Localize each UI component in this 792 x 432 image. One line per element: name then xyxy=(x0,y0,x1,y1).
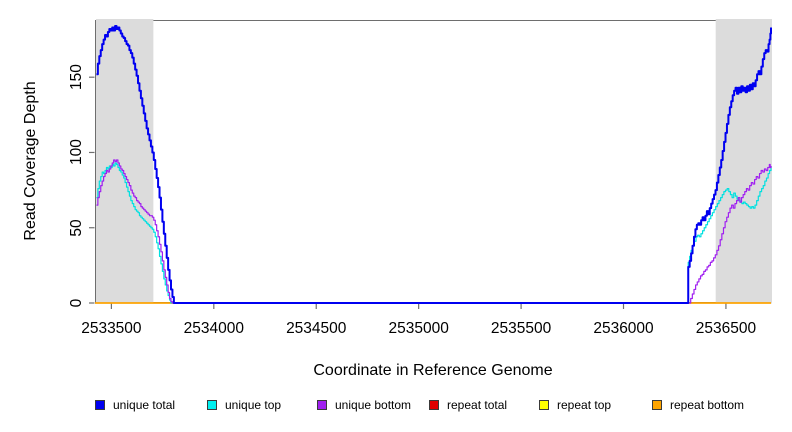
legend-item-unique-bottom: unique bottom xyxy=(317,398,411,412)
left-flank-region xyxy=(96,19,154,304)
legend-swatch xyxy=(429,400,439,410)
x-tick-label: 2536000 xyxy=(593,320,654,337)
series-line-unique-bottom xyxy=(96,159,772,304)
plot-box xyxy=(95,20,771,303)
legend-label: repeat bottom xyxy=(670,398,745,412)
y-tick-label: 0 xyxy=(68,298,85,308)
legend-label: repeat total xyxy=(447,398,508,412)
y-tick-label: 150 xyxy=(68,64,85,91)
legend-label: unique bottom xyxy=(335,398,412,412)
x-tick-label: 2535500 xyxy=(490,320,552,337)
y-tick-label: 50 xyxy=(68,219,85,237)
legend-swatch xyxy=(207,400,217,410)
legend-item-unique-total: unique total xyxy=(95,398,175,412)
legend-swatch xyxy=(95,400,105,410)
x-tick-label: 2534000 xyxy=(183,320,244,337)
legend-item-repeat-total: repeat total xyxy=(429,398,507,412)
y-tick-label: 100 xyxy=(68,139,85,166)
x-tick-label: 2534500 xyxy=(286,320,347,337)
y-axis-title: Read Coverage Depth xyxy=(22,81,39,241)
x-axis-title: Coordinate in Reference Genome xyxy=(313,362,553,379)
legend-swatch xyxy=(317,400,327,410)
legend-item-repeat-bottom: repeat bottom xyxy=(652,398,744,412)
x-tick-label: 2536500 xyxy=(695,320,757,337)
legend-item-unique-top: unique top xyxy=(207,398,281,412)
series-line-unique-top xyxy=(96,162,772,304)
legend-label: repeat top xyxy=(557,398,612,412)
legend-swatch xyxy=(539,400,549,410)
legend-label: unique top xyxy=(225,398,282,412)
legend-swatch xyxy=(652,400,662,410)
legend-label: unique total xyxy=(113,398,176,412)
x-tick-label: 2533500 xyxy=(81,320,142,337)
x-tick-label: 2535000 xyxy=(388,320,449,337)
legend-item-repeat-top: repeat top xyxy=(539,398,611,412)
series-line-unique-total xyxy=(96,25,772,304)
